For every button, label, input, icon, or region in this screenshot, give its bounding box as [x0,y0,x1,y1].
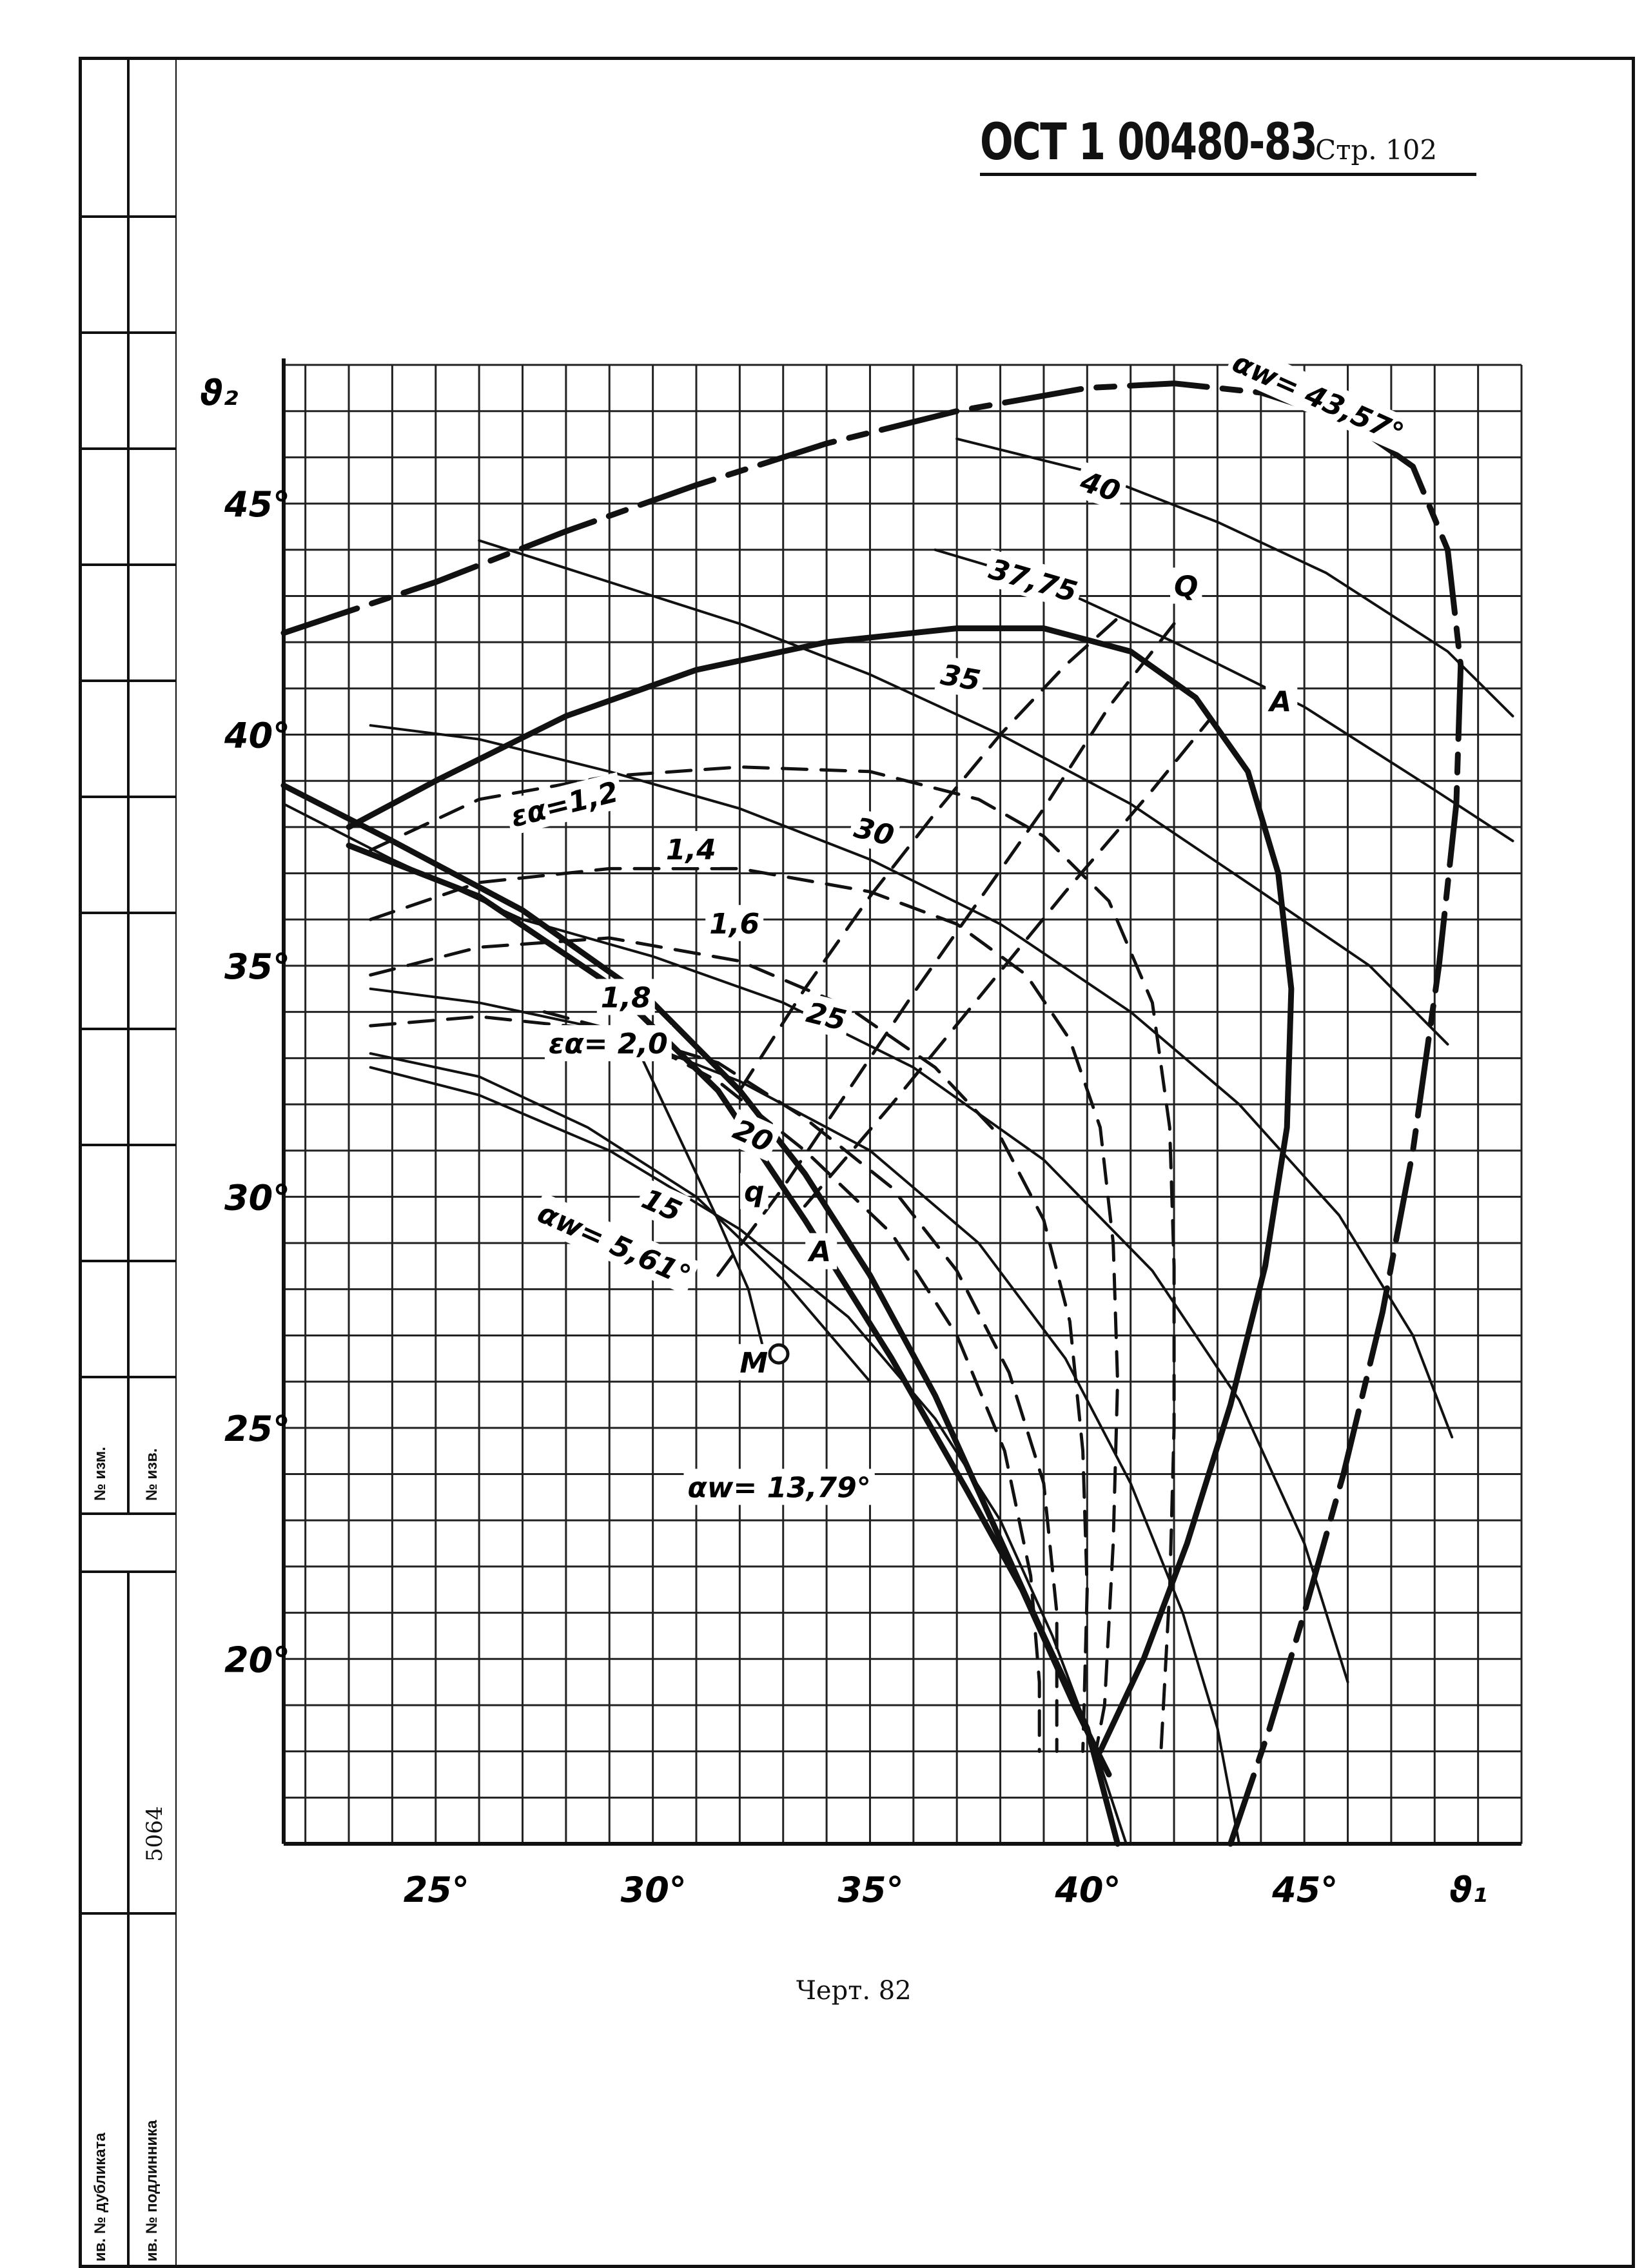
series-line-1 [280,380,1464,1847]
stamp-side-table: № изм. № изв. 5064 ив. № дубликата ив. №… [79,57,177,2268]
y-tick-label: 30° [224,1177,290,1218]
label-epsilon-1-4: 1,4 [666,834,716,866]
y-tick-label: 25° [224,1409,290,1449]
label-line-30-backdrop [846,808,902,855]
label-point-q-lower: q [744,1176,765,1209]
page-number: Стр. 102 [1315,134,1438,166]
y-tick-label: 20° [224,1639,290,1680]
label-epsilon-2-0-backdrop [544,1025,672,1062]
label-line-40-backdrop [1072,461,1130,511]
chart-ticks: 25° 30° 35° 40° 45° 20° 25° 30° 35° 40° 45° [224,484,1338,1910]
x-tick-label: 25° [404,1870,469,1910]
header-underline [980,173,1476,176]
label-alpha-w-min-backdrop [529,1192,700,1295]
label-line-37-75-backdrop [981,549,1086,611]
x-axis-label: ϑ₁ [1449,1870,1487,1910]
label-point-q-upper-backdrop [1170,567,1202,604]
label-line-37-75-group: 37,75 [981,549,1086,611]
label-point-m-backdrop [736,1344,772,1380]
chart-series [280,380,1514,1847]
label-epsilon-1-8-backdrop [596,979,655,1015]
label-point-a-upper: A [1267,686,1291,719]
label-point-m-group: M [736,1344,772,1380]
series-line-20 [629,1033,767,1360]
label-point-q-upper: Q [1174,570,1198,603]
label-alpha-w-mid: αw= 13,79° [688,1471,871,1504]
series-line-21 [369,1052,872,1383]
label-line-35: 35 [938,658,983,698]
label-epsilon-1-4-backdrop [661,831,720,868]
series-line-17 [738,612,1124,1092]
y-tick-label: 40° [224,716,290,756]
series-line-8 [369,987,1241,1845]
series-line-9 [369,1066,1128,1845]
label-epsilon-2-0-group: εα= 2,0 [544,1025,672,1062]
label-line-35-group: 35 [934,655,988,699]
y-tick-label: 35° [224,946,290,987]
x-tick-label: 40° [1054,1870,1120,1910]
series-line-16 [542,1010,1041,1754]
label-epsilon-1-8-group: 1,8 [596,979,655,1015]
series-line-6 [369,724,1454,1439]
label-epsilon-1-4-group: 1,4 [661,831,720,868]
label-epsilon-1-6-backdrop [705,904,764,941]
label-point-a-lower-group: A [805,1233,837,1269]
label-alpha-w-max: αw= 43,57° [1228,346,1408,451]
series-line-10 [280,782,1120,1847]
series-line-11 [346,843,1112,1777]
label-point-m: M [739,1347,768,1380]
x-tick-label: 45° [1271,1870,1338,1910]
label-alpha-w-mid-group: αw= 13,79° [683,1469,875,1505]
stamp-grid [79,57,177,2268]
label-line-25-backdrop [799,992,854,1039]
series-line-18 [803,719,1211,1208]
label-point-q-lower-group: q [740,1173,768,1209]
series-line-12 [369,765,1176,1754]
label-point-q-lower-backdrop [740,1173,768,1209]
label-epsilon-1-6-group: 1,6 [705,904,764,941]
label-epsilon-1-2-backdrop [503,772,626,836]
label-alpha-w-mid-backdrop [683,1469,875,1505]
label-point-a-upper-backdrop [1266,683,1298,719]
label-alpha-w-max-group: αw= 43,57° [1224,342,1413,453]
label-point-q-upper-group: Q [1170,567,1202,604]
series-line-15 [369,1015,1059,1754]
label-line-30-group: 30 [846,808,902,855]
label-epsilon-1-8: 1,8 [601,981,651,1014]
series-line-2 [346,625,1295,1755]
label-line-15-backdrop [633,1178,691,1231]
series-line-14 [369,936,1089,1754]
label-point-a-lower: A [807,1236,831,1269]
label-line-20-backdrop [724,1109,783,1162]
label-line-25-group: 25 [799,992,854,1039]
chart-grid [282,358,1523,1846]
x-tick-label: 30° [621,1870,687,1910]
label-epsilon-2-0: εα= 2,0 [549,1028,668,1061]
series-line-19 [716,622,1176,1277]
series-line-3 [955,437,1514,718]
label-point-a-upper-group: A [1266,683,1298,719]
point-m-marker [768,1343,790,1365]
y-axis-label: ϑ₂ [200,373,239,413]
label-alpha-w-max-backdrop [1224,342,1413,453]
label-line-35-backdrop [934,655,988,699]
document-header: ОСТ 1 00480-83 Стр. 102 [980,113,1483,178]
series-line-13 [369,866,1119,1754]
figure-caption: Черт. 82 [796,1976,912,2006]
x-tick-label: 35° [837,1870,903,1910]
label-line-20-group: 20 [724,1109,783,1162]
label-point-a-lower-backdrop [805,1233,837,1269]
series-line-5 [478,539,1449,1046]
label-epsilon-1-6: 1,6 [709,908,759,941]
y-tick-label: 45° [224,484,290,525]
document-code: ОСТ 1 00480-83 [980,113,1318,171]
